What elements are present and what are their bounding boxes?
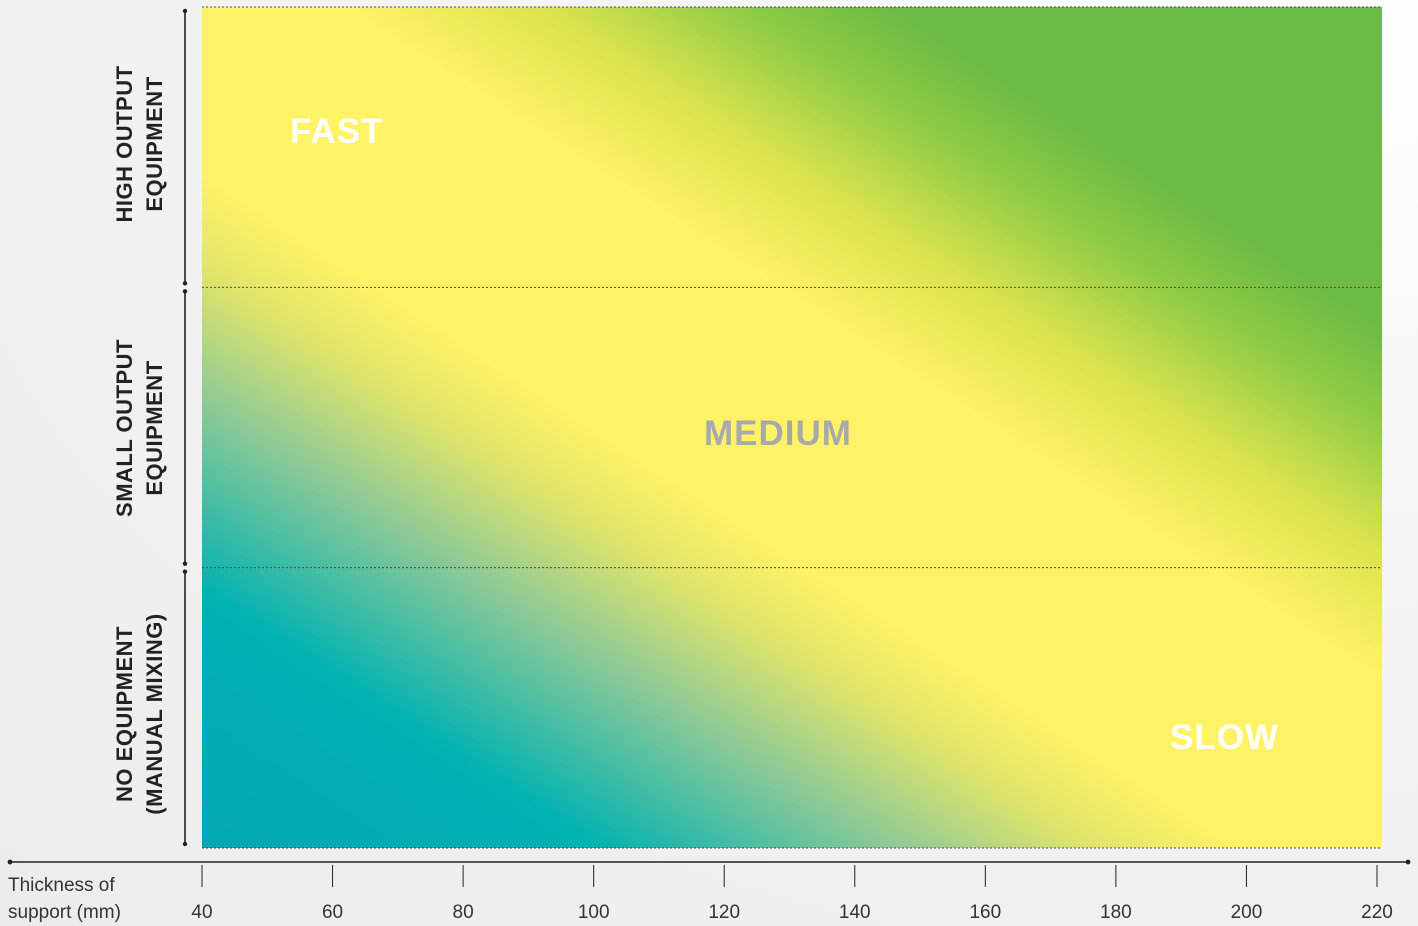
y-category-line: (MANUAL MIXING) bbox=[142, 613, 167, 815]
bracket-end-dot bbox=[182, 8, 188, 14]
x-tick-label: 180 bbox=[1100, 902, 1132, 923]
bracket-end-dot bbox=[182, 569, 188, 574]
region-label-medium: MEDIUM bbox=[704, 414, 852, 453]
region-label-fast: FAST bbox=[290, 112, 384, 151]
y-category-high-output: HIGH OUTPUT EQUIPMENT bbox=[100, 0, 180, 304]
x-tick-label: 220 bbox=[1361, 902, 1393, 923]
bracket-end-dot bbox=[182, 841, 188, 847]
x-tick-label: 60 bbox=[322, 902, 343, 923]
bracket-end-dot bbox=[182, 281, 188, 286]
bracket-end-dot bbox=[182, 289, 188, 294]
speed-gradient-area bbox=[202, 7, 1382, 848]
y-category-line: HIGH OUTPUT bbox=[112, 65, 137, 223]
x-axis-title-line: Thickness of bbox=[8, 875, 115, 896]
x-axis-end-dot bbox=[1405, 859, 1411, 865]
x-tick-label: 160 bbox=[969, 902, 1001, 923]
y-category-line: SMALL OUTPUT bbox=[112, 339, 137, 517]
x-axis-title: Thickness of support (mm) bbox=[8, 872, 121, 926]
y-category-line: NO EQUIPMENT bbox=[112, 626, 137, 802]
x-axis-end-dot bbox=[7, 859, 13, 865]
x-tick-label: 40 bbox=[191, 902, 212, 923]
y-category-no-equipment: NO EQUIPMENT (MANUAL MIXING) bbox=[100, 554, 180, 874]
y-category-line: EQUIPMENT bbox=[142, 76, 167, 212]
x-tick-label: 80 bbox=[453, 902, 474, 923]
x-tick-label: 140 bbox=[839, 902, 871, 923]
x-tick-label: 100 bbox=[578, 902, 610, 923]
y-category-small-output: SMALL OUTPUT EQUIPMENT bbox=[100, 268, 180, 588]
x-axis-title-line: support (mm) bbox=[8, 902, 121, 923]
x-tick-label: 120 bbox=[708, 902, 740, 923]
x-tick-label: 200 bbox=[1231, 902, 1263, 923]
region-label-slow: SLOW bbox=[1170, 718, 1279, 757]
bracket-end-dot bbox=[182, 561, 188, 566]
y-category-line: EQUIPMENT bbox=[142, 360, 167, 496]
